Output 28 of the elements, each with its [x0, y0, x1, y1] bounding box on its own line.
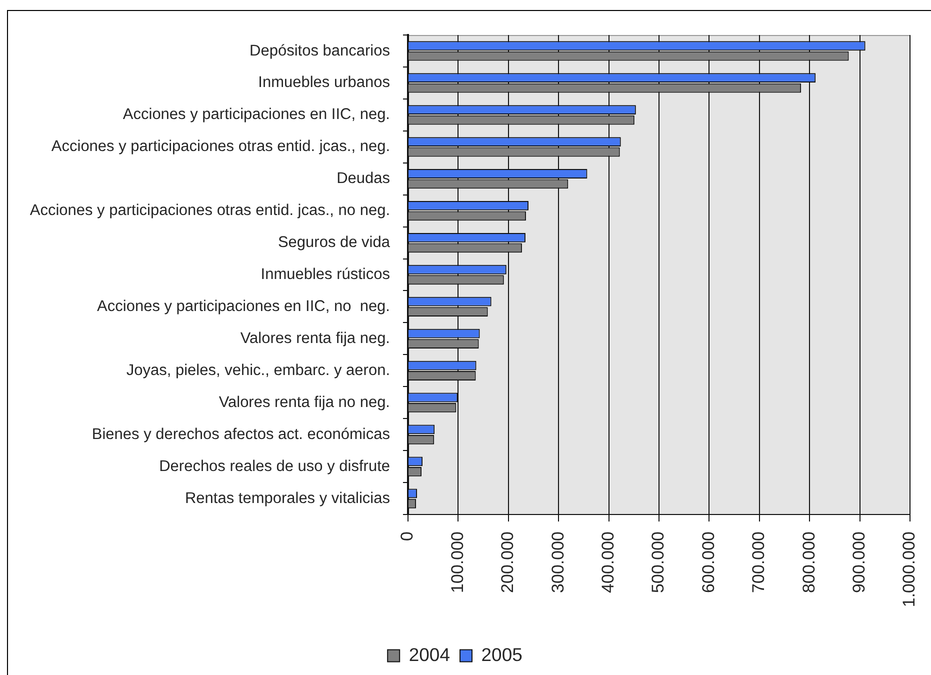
- y-tick-label: Valores renta fija neg.: [240, 330, 390, 347]
- y-tick-label: Inmuebles rústicos: [260, 266, 390, 284]
- x-tick-label: 100.000: [448, 532, 467, 593]
- y-tick-label: Depósitos bancarios: [250, 42, 390, 60]
- x-tick-label: 0: [398, 532, 417, 541]
- y-tick-label: Deudas: [336, 170, 390, 188]
- legend-label: 2005: [481, 644, 522, 665]
- y-tick-label: Acciones y participaciones en IIC, neg.: [122, 106, 390, 124]
- y-tick-label: Valores renta fija no neg.: [218, 394, 390, 411]
- x-tick-label: 500.000: [648, 532, 668, 593]
- x-tick-label: 900.000: [849, 532, 868, 593]
- y-tick-label: Seguros de vida: [278, 234, 390, 252]
- y-tick-label: Inmuebles urbanos: [258, 74, 390, 92]
- x-tick-label: 400.000: [598, 532, 618, 593]
- x-tick-label: 1.000.000: [900, 532, 919, 608]
- x-tick-label: 700.000: [749, 532, 768, 593]
- y-tick-label: Acciones y participaciones otras entid. jcas., neg.: [51, 138, 390, 156]
- x-tick-label: 600.000: [698, 532, 718, 593]
- y-tick-label: Acciones y participaciones en IIC, no neg.: [97, 298, 390, 315]
- x-tick-label: 200.000: [498, 532, 518, 593]
- x-tick-label: 800.000: [799, 532, 818, 593]
- y-tick-label: Joyas, pieles, vehic., embarc. y aeron.: [126, 362, 390, 379]
- x-tick-label: 300.000: [548, 532, 568, 593]
- legend-label: 2004: [408, 644, 450, 665]
- y-tick-label: Acciones y participaciones otras entid. jcas., no neg.: [30, 202, 390, 220]
- y-tick-label: Derechos reales de uso y disfrute: [159, 458, 390, 475]
- y-tick-label: Rentas temporales y vitalicias: [184, 490, 390, 507]
- y-tick-label: Bienes y derechos afectos act. económicas: [92, 426, 390, 443]
